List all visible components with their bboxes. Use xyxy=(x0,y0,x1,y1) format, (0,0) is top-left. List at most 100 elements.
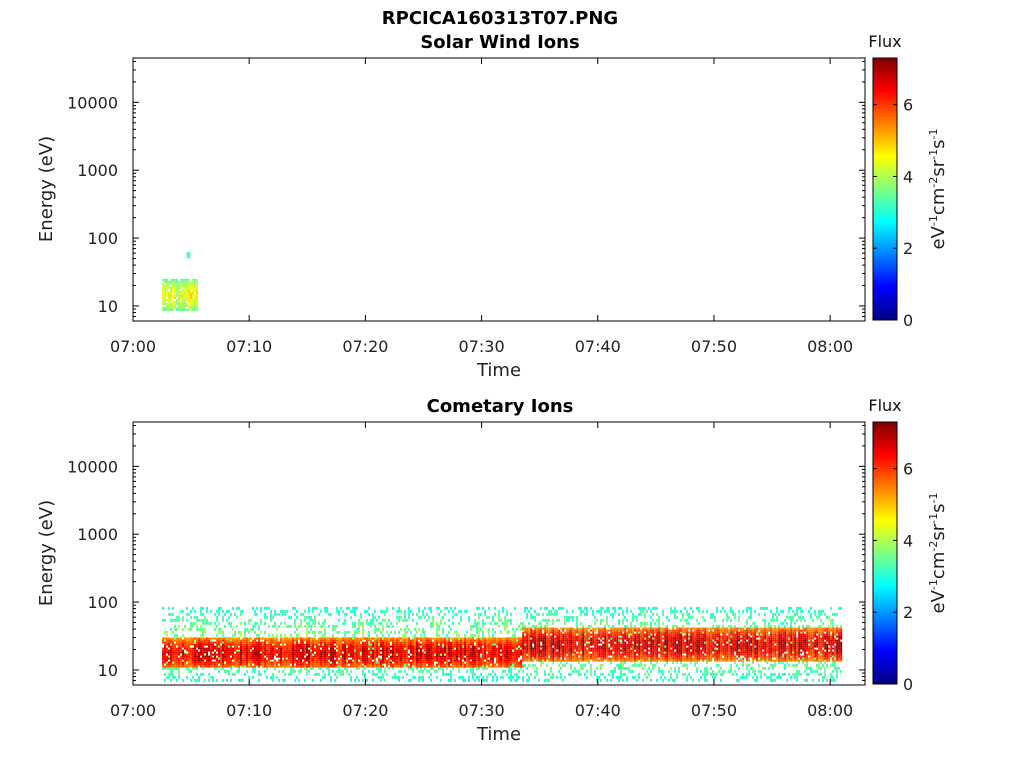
heatmap-cell xyxy=(364,637,366,640)
heatmap-cell xyxy=(170,294,172,297)
heatmap-cell xyxy=(404,641,406,644)
heatmap-cell xyxy=(420,669,422,673)
heatmap-cell xyxy=(302,655,304,658)
heatmap-cell xyxy=(526,678,528,682)
heatmap-cell xyxy=(736,678,738,682)
heatmap-cell xyxy=(190,627,192,631)
heatmap-cell xyxy=(178,657,180,660)
heatmap-cell xyxy=(202,659,204,662)
heatmap-cell xyxy=(230,678,232,682)
heatmap-cell xyxy=(422,609,424,613)
heatmap-cell xyxy=(408,639,410,642)
heatmap-cell xyxy=(764,618,766,622)
heatmap-cell xyxy=(360,645,362,648)
heatmap-cell xyxy=(308,606,310,610)
heatmap-cell xyxy=(188,294,190,297)
heatmap-cell xyxy=(484,621,486,625)
heatmap-cell xyxy=(274,663,276,666)
heatmap-cell xyxy=(196,645,198,648)
heatmap-cell xyxy=(554,657,556,661)
heatmap-cell xyxy=(408,661,410,664)
heatmap-cell xyxy=(420,633,422,637)
heatmap-cell xyxy=(214,637,216,640)
heatmap-cell xyxy=(168,294,170,297)
heatmap-cell xyxy=(186,663,188,666)
heatmap-cell xyxy=(244,661,246,664)
heatmap-cell xyxy=(712,675,714,679)
heatmap-cell xyxy=(384,678,386,682)
heatmap-cell xyxy=(292,661,294,664)
heatmap-cell xyxy=(308,615,310,619)
heatmap-cell xyxy=(264,645,266,648)
heatmap-cell xyxy=(280,633,282,637)
heatmap-cell xyxy=(424,666,426,670)
heatmap-cell xyxy=(326,643,328,646)
heatmap-cell xyxy=(280,645,282,648)
heatmap-cell xyxy=(354,661,356,664)
heatmap-cell xyxy=(302,645,304,648)
heatmap-cell xyxy=(402,665,404,668)
heatmap-cell xyxy=(406,651,408,654)
heatmap-cell xyxy=(182,288,184,291)
heatmap-cell xyxy=(236,653,238,656)
heatmap-cell xyxy=(630,633,632,637)
heatmap-cell xyxy=(612,615,614,619)
heatmap-cell xyxy=(222,630,224,634)
heatmap-cell xyxy=(348,639,350,642)
heatmap-cell xyxy=(238,655,240,658)
heatmap-cell xyxy=(200,639,202,642)
heatmap-cell xyxy=(630,669,632,673)
heatmap-cell xyxy=(774,612,776,616)
heatmap-cell xyxy=(372,641,374,644)
heatmap-cell xyxy=(242,663,244,666)
heatmap-cell xyxy=(180,659,182,662)
heatmap-cell xyxy=(750,666,752,670)
heatmap-cell xyxy=(746,666,748,670)
heatmap-cell xyxy=(202,672,204,676)
heatmap-cell xyxy=(644,612,646,616)
heatmap-cell xyxy=(402,675,404,679)
heatmap-cell xyxy=(366,647,368,650)
heatmap-cell xyxy=(166,630,168,634)
heatmap-cell xyxy=(190,647,192,650)
heatmap-cell xyxy=(374,609,376,613)
heatmap-cell xyxy=(296,633,298,637)
heatmap-cell xyxy=(440,678,442,682)
heatmap-cell xyxy=(772,678,774,682)
heatmap-cell xyxy=(356,657,358,660)
heatmap-cell xyxy=(162,288,164,291)
heatmap-cell xyxy=(352,621,354,625)
heatmap-cell xyxy=(322,624,324,628)
heatmap-cell xyxy=(218,647,220,650)
heatmap-cell xyxy=(322,637,324,640)
heatmap-cell xyxy=(456,630,458,634)
heatmap-cell xyxy=(168,306,170,309)
heatmap-cell xyxy=(410,651,412,654)
heatmap-cell xyxy=(430,621,432,625)
heatmap-cell xyxy=(356,651,358,654)
heatmap-cell xyxy=(212,663,214,666)
heatmap-cell xyxy=(408,606,410,610)
heatmap-cell xyxy=(832,669,834,673)
heatmap-cell xyxy=(264,615,266,619)
heatmap-cell xyxy=(276,675,278,679)
heatmap-cell xyxy=(232,606,234,610)
heatmap-cell xyxy=(632,615,634,619)
heatmap-cell xyxy=(260,661,262,664)
heatmap-cell xyxy=(508,669,510,673)
heatmap-cell xyxy=(278,641,280,644)
heatmap-cell xyxy=(392,659,394,662)
heatmap-cell xyxy=(190,643,192,646)
heatmap-cell xyxy=(346,666,348,670)
heatmap-cell xyxy=(196,282,198,285)
heatmap-cell xyxy=(618,678,620,682)
heatmap-cell xyxy=(442,615,444,619)
heatmap-cell xyxy=(706,609,708,613)
heatmap-cell xyxy=(734,660,736,664)
heatmap-cell xyxy=(384,655,386,658)
heatmap-cell xyxy=(238,606,240,610)
heatmap-cell xyxy=(832,624,834,628)
heatmap-cell xyxy=(330,643,332,646)
heatmap-cell xyxy=(374,659,376,662)
heatmap-cell xyxy=(410,647,412,650)
